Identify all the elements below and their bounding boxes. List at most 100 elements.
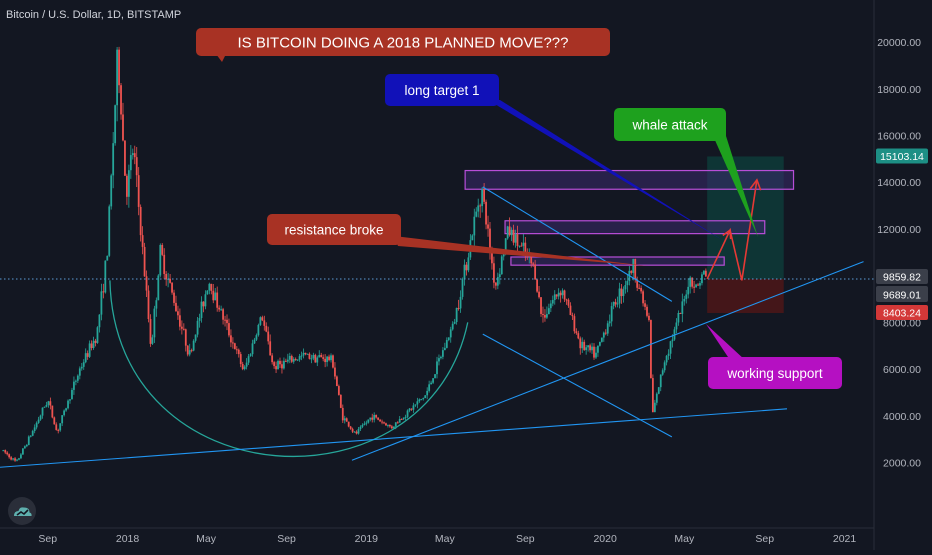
candle-up (683, 298, 686, 302)
candle-up (296, 359, 299, 361)
candle-down (691, 277, 694, 287)
candle-up (602, 332, 605, 338)
candle-down (149, 319, 152, 344)
candle-up (447, 337, 450, 341)
candle-up (600, 337, 603, 342)
candle-down (337, 386, 340, 395)
candle-down (565, 299, 568, 301)
candle-down (636, 279, 639, 288)
candle-up (514, 234, 517, 243)
candle-down (294, 359, 297, 361)
candle-up (129, 155, 132, 171)
candle-down (224, 319, 226, 321)
candle-up (685, 294, 688, 299)
candle-up (300, 355, 303, 357)
candle-down (145, 276, 148, 291)
candle-down (143, 246, 146, 277)
level-1-tag: 9689.01 (883, 289, 921, 301)
candle-down (8, 454, 11, 458)
candle-down (169, 278, 171, 283)
x-tick-label: 2021 (833, 533, 857, 545)
candle-up (522, 242, 525, 246)
candle-down (577, 333, 580, 339)
candle-up (669, 341, 672, 354)
symbol-header: Bitcoin / U.S. Dollar, 1D, BITSTAMP (6, 9, 182, 21)
working-support-callout-box (708, 357, 842, 389)
long-target-callout-text: long target 1 (404, 83, 479, 98)
candle-up (214, 292, 217, 301)
candle-down (336, 376, 338, 387)
title-callout-text: IS BITCOIN DOING A 2018 PLANNED MOVE??? (238, 34, 569, 51)
candle-up (194, 334, 197, 341)
title-callout: IS BITCOIN DOING A 2018 PLANNED MOVE??? (196, 28, 610, 62)
candle-down (94, 340, 97, 343)
candle-down (532, 263, 535, 265)
level-2-tag-bg (876, 304, 928, 320)
candle-down (388, 424, 391, 427)
candle-up (157, 275, 160, 301)
candle-up (675, 322, 678, 330)
candle-up (677, 312, 680, 323)
candle-up (47, 401, 50, 405)
candle-up (192, 340, 195, 351)
candle-down (57, 429, 60, 431)
target-price-tag-bg (876, 148, 928, 164)
candle-up (506, 226, 509, 239)
candle-down (693, 286, 695, 288)
candle-up (553, 294, 556, 300)
candle-up (453, 321, 456, 324)
candle-down (190, 350, 193, 352)
projection-path (706, 179, 758, 281)
candle-down (281, 364, 283, 369)
candle-down (239, 354, 242, 364)
grid-layer (0, 0, 875, 550)
candle-up (277, 360, 279, 370)
candle-up (35, 422, 38, 428)
candle-up (206, 290, 209, 295)
tradingview-cloud-icon[interactable] (8, 497, 36, 525)
candle-up (80, 366, 83, 369)
candle-down (494, 282, 497, 286)
candle-up (624, 284, 627, 290)
candle-up (359, 426, 362, 430)
candle-up (114, 105, 117, 144)
candle-up (414, 404, 417, 406)
candle-up (441, 350, 444, 357)
candle-up (681, 301, 684, 314)
current-price-tag: 9859.82 (883, 271, 921, 283)
long-target-callout-pointer (488, 100, 724, 241)
candle-up (618, 288, 621, 304)
candle-down (390, 426, 393, 429)
candle-up (440, 356, 442, 359)
candle-up (76, 375, 79, 381)
candle-up (29, 435, 32, 437)
candle-down (322, 357, 325, 359)
candle-down (133, 153, 136, 158)
candle-up (663, 362, 666, 371)
candle-up (153, 308, 156, 338)
candle-down (263, 320, 266, 326)
candle-up (667, 353, 670, 356)
candle-down (273, 362, 276, 367)
candle-down (589, 345, 591, 351)
candle-up (632, 258, 635, 273)
candle-down (583, 341, 586, 350)
candle-down (135, 157, 138, 176)
long-target-callout: long target 1 (385, 74, 724, 241)
candle-up (436, 361, 438, 375)
y-tick-label: 4000.00 (883, 411, 921, 423)
candle-up (31, 431, 34, 436)
projection-arrowhead-mid (722, 228, 732, 240)
candle-down (559, 292, 562, 296)
candle-up (198, 318, 201, 321)
candle-up (357, 429, 360, 434)
candle-up (673, 329, 676, 340)
candle-up (98, 314, 101, 328)
x-tick-label: May (196, 533, 217, 545)
candle-up (585, 347, 588, 350)
candle-up (595, 352, 597, 358)
candle-up (330, 355, 332, 361)
candle-down (210, 283, 213, 291)
